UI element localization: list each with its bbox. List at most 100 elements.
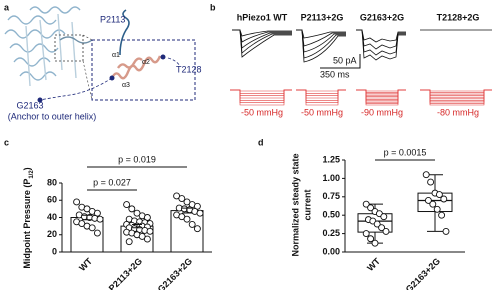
pressure-step [356, 89, 406, 95]
data-point [143, 235, 151, 243]
x-tick-label: G2163+2G [156, 256, 194, 290]
y-tick-label: 0.00 [322, 246, 340, 256]
data-point [433, 205, 441, 213]
trace-title: P2113+2G [301, 12, 344, 22]
pressure-step [230, 89, 292, 101]
pressure-step [356, 89, 406, 103]
data-point [440, 195, 448, 203]
y-axis-label-sub: 1/2 [29, 170, 35, 179]
pressure-step [356, 89, 406, 106]
helix [110, 55, 162, 80]
data-point [128, 205, 136, 213]
data-point [424, 197, 432, 204]
whisker [427, 211, 443, 232]
y-tick-label: 0.50 [322, 210, 340, 220]
pressure-step [296, 89, 346, 101]
y-tick-label: 40 [47, 212, 57, 222]
residue-note: (Anchor to outer helix) [8, 111, 97, 121]
pressure-label: -50 mmHg [241, 107, 283, 117]
zoom-line [82, 34, 93, 41]
data-point [367, 204, 375, 212]
panel-d: d Normalized steady state current 0.00 0.… [258, 137, 465, 290]
helix-label: α1 [112, 52, 120, 59]
pressure-step [296, 89, 346, 94]
data-point [193, 225, 201, 233]
data-point [378, 224, 386, 232]
pressure-protocols [230, 89, 492, 106]
pressure-step [296, 89, 346, 103]
data-point [422, 171, 430, 179]
residue-dot [160, 54, 166, 60]
zoom-line [82, 60, 93, 101]
data-point [178, 195, 186, 202]
pressure-step [420, 89, 492, 95]
data-point [96, 215, 104, 223]
pressure-label: -50 mmHg [301, 107, 343, 117]
data-point [362, 200, 370, 208]
x-tick-label: P2113+2G [107, 256, 144, 290]
y-tick-label: 20 [47, 229, 57, 239]
data-point [367, 235, 375, 243]
pressure-step [230, 89, 292, 106]
data-point [373, 220, 381, 228]
data-point [93, 229, 101, 237]
pressure-step [420, 89, 492, 92]
connector [167, 57, 181, 67]
data-point [123, 201, 131, 209]
pressure-step [230, 89, 292, 94]
current-traces [232, 29, 492, 63]
y-tick-label: 0.25 [322, 228, 340, 238]
data-point [183, 215, 191, 223]
y-tick-label: 0 [52, 246, 57, 256]
p-value: p = 0.0015 [384, 147, 427, 157]
data-point [362, 230, 370, 238]
pressure-label: -90 mmHg [361, 107, 403, 117]
data-point [196, 209, 204, 217]
residue-dot [109, 75, 115, 81]
panel-b: b hPiezo1 WT P2113+2G G2163+2G T2128+2G … [210, 2, 492, 117]
protein-structure [4, 6, 93, 87]
p-value: p = 0.027 [93, 177, 131, 187]
y-tick-label: 80 [47, 177, 57, 187]
y-tick-label: 0.75 [322, 191, 340, 201]
error-bar [132, 223, 142, 229]
data-point [188, 220, 196, 228]
data-point [88, 224, 96, 232]
pressure-step [420, 89, 492, 104]
pressure-step [230, 89, 292, 103]
helix-label: α3 [122, 82, 130, 89]
y-tick-label: 1.25 [322, 154, 340, 164]
trace-title: T2128+2G [437, 12, 480, 22]
data-point [382, 227, 390, 235]
residue-label: T2128 [176, 64, 202, 74]
data-point [73, 198, 81, 206]
pressure-step [420, 89, 492, 106]
panel-letter: a [4, 2, 10, 12]
y-tick-label: 1.00 [322, 173, 340, 183]
p-value: p = 0.019 [118, 154, 156, 164]
detail-box [91, 39, 196, 101]
panel-letter: b [210, 2, 216, 12]
data-point [371, 239, 379, 247]
data-point [435, 191, 443, 199]
x-tick-label: WT [77, 256, 94, 273]
y-axis-label-text: ) [22, 167, 32, 170]
y-axis-label: Normalized steady state [290, 153, 300, 256]
scale-bar [320, 54, 361, 69]
helix-label: α2 [142, 59, 150, 66]
data-point [438, 211, 446, 219]
data-point [380, 213, 388, 221]
panel-letter: c [4, 137, 9, 147]
data-point [427, 178, 435, 186]
y-axis-label: current [302, 189, 312, 220]
residue-label: G2163 [16, 100, 43, 110]
error-bar [182, 207, 192, 214]
zoom-box [54, 34, 84, 62]
x-tick-label: G2163+2G [404, 256, 442, 290]
y-tick-label: 60 [47, 195, 57, 205]
panel-letter: d [258, 137, 264, 147]
trace-title: hPiezo1 WT [237, 12, 288, 22]
trace-title: G2163+2G [360, 12, 404, 22]
data-point [442, 227, 450, 235]
